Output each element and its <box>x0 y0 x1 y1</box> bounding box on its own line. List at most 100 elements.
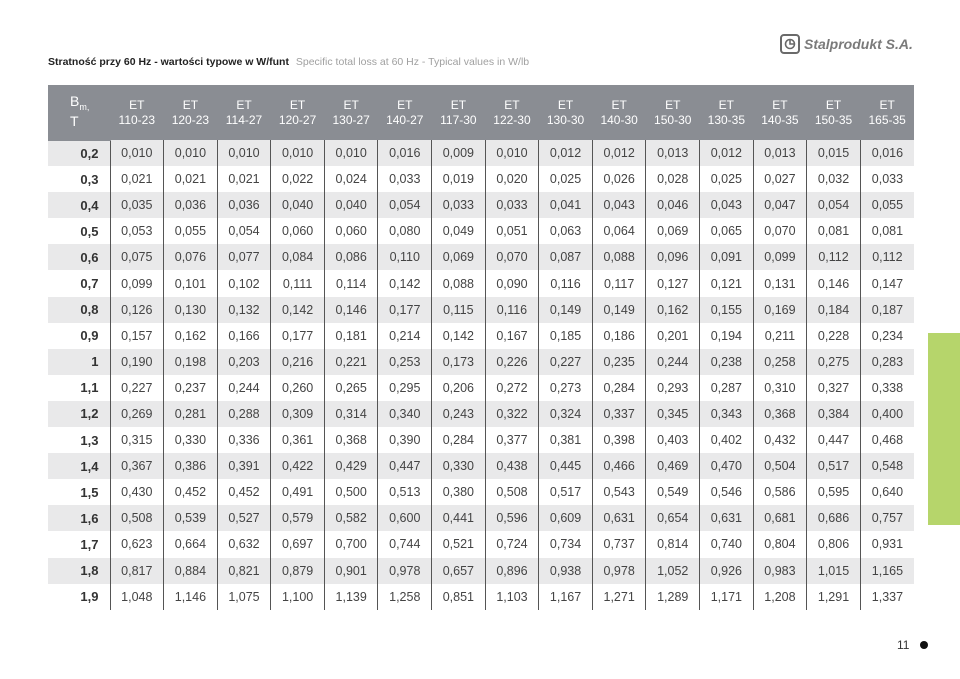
loss-value-cell: 0,269 <box>109 400 164 428</box>
loss-value-cell: 0,817 <box>109 557 164 584</box>
grade-label: ET <box>665 97 681 112</box>
page-title: Stratność przy 60 Hz - wartości typowe w… <box>48 56 529 68</box>
loss-value-cell: 0,130 <box>163 296 218 323</box>
induction-value: 1 <box>48 348 110 375</box>
loss-value-cell: 0,327 <box>806 374 861 401</box>
table-row: 1,2 0,269 0,281 0,288 0,309 0,314 0,340 0,243 0,… <box>48 400 914 428</box>
loss-value-cell: 0,049 <box>431 218 486 245</box>
loss-value-cell: 0,021 <box>163 166 218 193</box>
loss-value-cell: 0,740 <box>699 531 754 558</box>
induction-value: 1,3 <box>80 432 99 448</box>
loss-value-cell: 0,632 <box>216 531 271 558</box>
loss-value-cell: 0,814 <box>645 531 700 558</box>
loss-value-cell: 0,309 <box>270 400 325 428</box>
loss-value-cell: 0,284 <box>591 374 646 401</box>
loss-value-cell: 0,075 <box>109 244 164 271</box>
loss-value-cell: 0,336 <box>216 427 271 454</box>
induction-value: 1,5 <box>80 484 99 500</box>
loss-value-cell: 0,315 <box>109 427 164 454</box>
loss-value-cell: 0,206 <box>431 374 486 401</box>
loss-value-cell: 0,441 <box>431 505 486 532</box>
grade-column-header: ET 110-23 <box>110 85 164 140</box>
loss-value-cell: 0,102 <box>216 270 271 297</box>
loss-value-cell: 0,010 <box>270 140 325 167</box>
loss-value-cell: 0,080 <box>377 218 432 245</box>
loss-value-cell: 0,010 <box>109 140 164 167</box>
loss-value-cell: 0,012 <box>591 140 646 167</box>
grade-label: ET <box>343 97 359 112</box>
table-row: 1,1 0,227 0,237 0,244 0,260 0,265 0,295 0,206 0,… <box>48 374 914 401</box>
loss-value-cell: 0,295 <box>377 374 432 401</box>
loss-value-cell: 0,112 <box>806 244 861 271</box>
loss-value-cell: 0,033 <box>377 166 432 193</box>
loss-value-cell: 0,367 <box>109 453 164 480</box>
table-row: 1,5 0,430 0,452 0,452 0,491 0,500 0,513 0,380 0,… <box>48 479 914 506</box>
loss-value-cell: 0,060 <box>270 218 325 245</box>
loss-value-cell: 0,403 <box>645 427 700 454</box>
loss-value-cell: 0,088 <box>591 244 646 271</box>
induction-value: 1,7 <box>80 536 99 552</box>
loss-value-cell: 0,177 <box>270 322 325 349</box>
loss-value-cell: 0,228 <box>806 322 861 349</box>
grade-label: ET <box>611 97 627 112</box>
loss-value-cell: 0,166 <box>216 322 271 349</box>
loss-value-cell: 0,504 <box>752 453 807 480</box>
loss-value-cell: 0,361 <box>270 427 325 454</box>
loss-value-cell: 0,609 <box>538 505 593 532</box>
loss-value-cell: 0,324 <box>538 400 593 428</box>
table-row: 1,8 0,817 0,884 0,821 0,879 0,901 0,978 0,657 0,… <box>48 557 914 584</box>
grade-type: 120-27 <box>278 112 317 127</box>
loss-value-cell: 0,211 <box>752 322 807 349</box>
loss-value-cell: 0,380 <box>431 479 486 506</box>
loss-value-cell: 0,549 <box>645 479 700 506</box>
loss-value-cell: 0,896 <box>484 557 539 584</box>
loss-value-cell: 1,139 <box>323 583 378 610</box>
loss-value-cell: 0,142 <box>377 270 432 297</box>
loss-value-cell: 0,600 <box>377 505 432 532</box>
grade-type: 130-30 <box>546 112 585 127</box>
loss-value-cell: 0,697 <box>270 531 325 558</box>
grade-label: ET <box>879 97 895 112</box>
grade-label: ET <box>289 97 306 112</box>
loss-value-cell: 0,054 <box>806 192 861 219</box>
loss-value-cell: 0,343 <box>699 400 754 428</box>
loss-value-cell: 0,142 <box>431 322 486 349</box>
loss-value-cell: 0,088 <box>431 270 486 297</box>
loss-value-cell: 0,012 <box>538 140 593 167</box>
loss-value-cell: 0,077 <box>216 244 271 271</box>
loss-value-cell: 0,227 <box>538 348 593 375</box>
loss-value-cell: 0,508 <box>484 479 539 506</box>
induction-value: 0,6 <box>48 244 110 271</box>
loss-value-cell: 0,422 <box>270 453 325 480</box>
table-row: 0,2 0,010 0,010 0,010 0,010 0,010 0,016 0,009 0,… <box>48 140 914 167</box>
loss-value-cell: 0,273 <box>538 374 593 401</box>
loss-value-cell: 0,020 <box>484 166 539 193</box>
page-bullet-icon <box>920 641 928 649</box>
loss-value-cell: 0,086 <box>323 244 378 271</box>
loss-value-cell: 0,517 <box>806 453 861 480</box>
loss-value-cell: 0,879 <box>270 557 325 584</box>
loss-value-cell: 0,579 <box>270 505 325 532</box>
table-row: 0,7 0,099 0,101 0,102 0,111 0,114 0,142 0,088 0,… <box>48 270 914 297</box>
loss-value-cell: 0,288 <box>216 400 271 428</box>
loss-value-cell: 0,253 <box>377 348 432 375</box>
loss-value-cell: 0,284 <box>431 427 486 454</box>
loss-value-cell: 0,445 <box>538 453 593 480</box>
loss-value-cell: 0,322 <box>484 400 539 428</box>
loss-table: Bm, T ET 110-23 ET 120-23 ET 114-27 ET 120-27 ET 1… <box>48 85 914 610</box>
loss-value-cell: 0,438 <box>484 453 539 480</box>
loss-value-cell: 0,046 <box>645 192 700 219</box>
loss-value-cell: 0,012 <box>699 140 754 167</box>
loss-value-cell: 0,447 <box>806 427 861 454</box>
loss-value-cell: 0,265 <box>323 374 378 401</box>
loss-value-cell: 0,287 <box>699 374 754 401</box>
loss-value-cell: 0,527 <box>216 505 271 532</box>
loss-value-cell: 0,368 <box>323 427 378 454</box>
loss-value-cell: 0,734 <box>538 531 593 558</box>
grade-label: ET <box>557 97 574 112</box>
loss-value-cell: 0,466 <box>591 453 646 480</box>
loss-value-cell: 0,096 <box>645 244 700 271</box>
loss-value-cell: 0,132 <box>216 296 271 323</box>
loss-value-cell: 0,055 <box>859 192 914 219</box>
loss-value-cell: 1,015 <box>806 557 861 584</box>
